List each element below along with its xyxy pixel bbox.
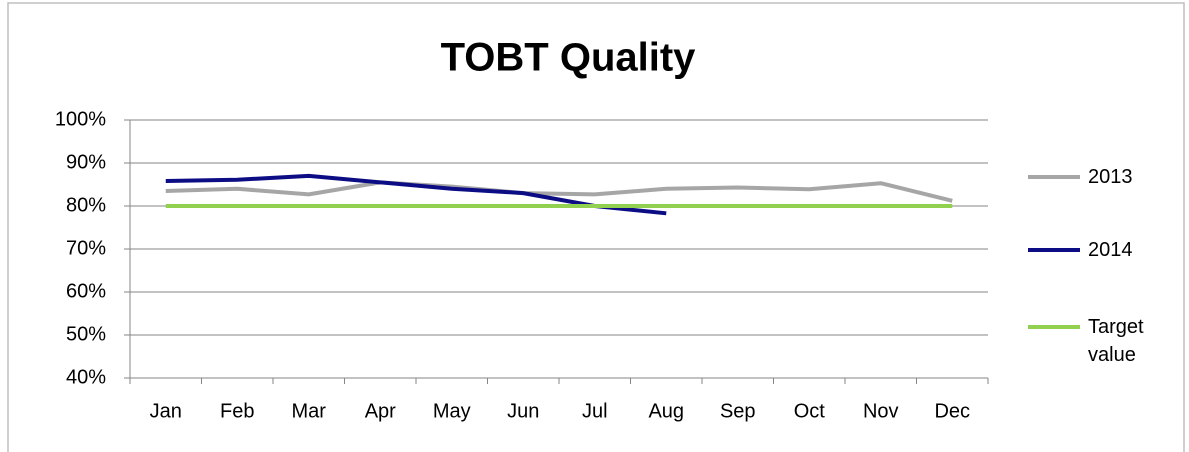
x-tick-label: Oct — [794, 400, 826, 422]
x-tick-label: Dec — [934, 400, 970, 422]
x-tick-label: Aug — [648, 400, 684, 422]
x-tick-label: Mar — [292, 400, 327, 422]
x-tick-label: Sep — [720, 400, 756, 422]
legend-label: 2013 — [1088, 166, 1133, 188]
x-tick-label: May — [433, 400, 471, 422]
y-tick-label: 70% — [66, 237, 106, 259]
y-tick-label: 50% — [66, 323, 106, 345]
y-tick-label: 80% — [66, 194, 106, 216]
x-tick-label: Jan — [150, 400, 182, 422]
x-tick-label: Apr — [365, 400, 396, 422]
y-tick-label: 40% — [66, 366, 106, 388]
x-tick-label: Jul — [582, 400, 608, 422]
y-tick-label: 90% — [66, 151, 106, 173]
x-tick-label: Jun — [507, 400, 539, 422]
y-tick-label: 60% — [66, 280, 106, 302]
x-tick-label: Feb — [220, 400, 254, 422]
y-tick-label: 100% — [55, 108, 106, 130]
chart-border — [7, 2, 1185, 452]
chart-title: TOBT Quality — [441, 36, 697, 80]
series-line — [165, 180, 953, 203]
legend-label: Target value — [1088, 316, 1144, 366]
series-line — [165, 173, 667, 216]
legend-label: 2014 — [1088, 239, 1133, 261]
x-tick-label: Nov — [863, 400, 899, 422]
